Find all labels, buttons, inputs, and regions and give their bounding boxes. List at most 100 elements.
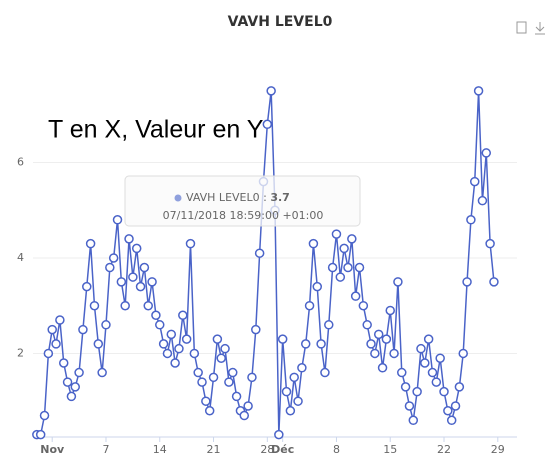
point <box>216 353 226 363</box>
point <box>185 238 196 249</box>
point <box>58 358 69 368</box>
point <box>289 372 299 383</box>
annotation: T en X, Valeur en Y <box>48 116 264 144</box>
point <box>385 305 395 316</box>
point <box>454 382 465 392</box>
point <box>443 405 453 416</box>
point <box>393 277 403 287</box>
point <box>201 396 211 406</box>
point <box>381 334 392 344</box>
point <box>35 429 46 440</box>
point <box>266 86 276 96</box>
point <box>281 386 292 397</box>
chart-title: VAVH LEVEL0 <box>228 14 333 30</box>
point <box>39 410 50 421</box>
x-tick-label: 28 <box>260 443 274 456</box>
point <box>431 377 442 387</box>
point <box>62 377 73 387</box>
point <box>120 300 130 311</box>
point <box>155 320 165 330</box>
point <box>477 195 488 206</box>
point <box>112 215 123 225</box>
x-tick-label: 21 <box>207 443 221 456</box>
point <box>124 234 134 244</box>
x-tick-label: 15 <box>383 443 397 456</box>
point <box>158 339 169 349</box>
point <box>404 401 415 411</box>
point <box>316 339 326 349</box>
point <box>285 405 296 416</box>
point <box>220 343 230 354</box>
point <box>312 281 323 292</box>
point <box>254 248 265 258</box>
point <box>239 410 250 421</box>
x-tick-label: 8 <box>333 443 340 456</box>
point <box>224 377 234 387</box>
point <box>162 348 173 359</box>
download-icon[interactable] <box>535 22 545 35</box>
y-tick-label: 6 <box>17 155 24 168</box>
tooltip-box <box>124 175 361 227</box>
y-tick-label: 4 <box>17 251 24 264</box>
point <box>116 277 127 287</box>
point <box>412 386 422 397</box>
tooltip: VAVH LEVEL0 : 3.7 07/11/2018 18:59:00 +0… <box>124 175 361 227</box>
point <box>178 310 188 321</box>
x-tick-label: 7 <box>102 443 109 456</box>
point <box>308 238 319 249</box>
point <box>347 234 357 244</box>
point <box>74 367 84 378</box>
point <box>43 348 54 359</box>
toolbar-icons[interactable] <box>516 21 545 35</box>
point <box>204 405 215 416</box>
point <box>97 367 107 378</box>
tooltip-dot <box>174 194 182 202</box>
point <box>82 281 92 292</box>
point <box>343 262 353 273</box>
point <box>181 334 192 344</box>
point <box>174 343 184 354</box>
point <box>370 348 380 359</box>
point <box>231 391 242 402</box>
point <box>277 334 288 344</box>
point <box>170 358 180 368</box>
point <box>450 401 461 411</box>
point <box>469 176 480 187</box>
point <box>485 238 495 249</box>
point <box>212 334 223 344</box>
point <box>331 229 342 239</box>
point <box>416 343 426 354</box>
point <box>108 253 119 263</box>
point <box>304 300 315 311</box>
point <box>93 339 104 349</box>
x-tick-label: 29 <box>491 443 505 456</box>
export-icon[interactable] <box>516 21 527 34</box>
point <box>197 377 207 387</box>
point <box>262 119 273 130</box>
point <box>400 382 411 392</box>
point <box>354 262 365 273</box>
point <box>373 329 384 340</box>
point <box>481 148 492 158</box>
point <box>147 277 157 287</box>
point <box>408 415 419 426</box>
point <box>427 367 438 378</box>
point <box>166 329 177 340</box>
point <box>151 310 161 321</box>
point <box>339 243 349 254</box>
point <box>131 243 142 254</box>
tooltip-series: VAVH LEVEL0 : 3.7 <box>186 191 290 204</box>
point <box>389 348 399 359</box>
point <box>466 215 476 225</box>
point <box>300 339 311 349</box>
point <box>85 238 96 249</box>
point <box>78 324 88 335</box>
point <box>439 386 449 397</box>
point <box>320 367 330 378</box>
point <box>227 367 238 378</box>
point <box>446 415 457 426</box>
point <box>251 324 261 335</box>
point <box>335 272 346 282</box>
point <box>377 363 388 373</box>
point <box>243 401 253 411</box>
